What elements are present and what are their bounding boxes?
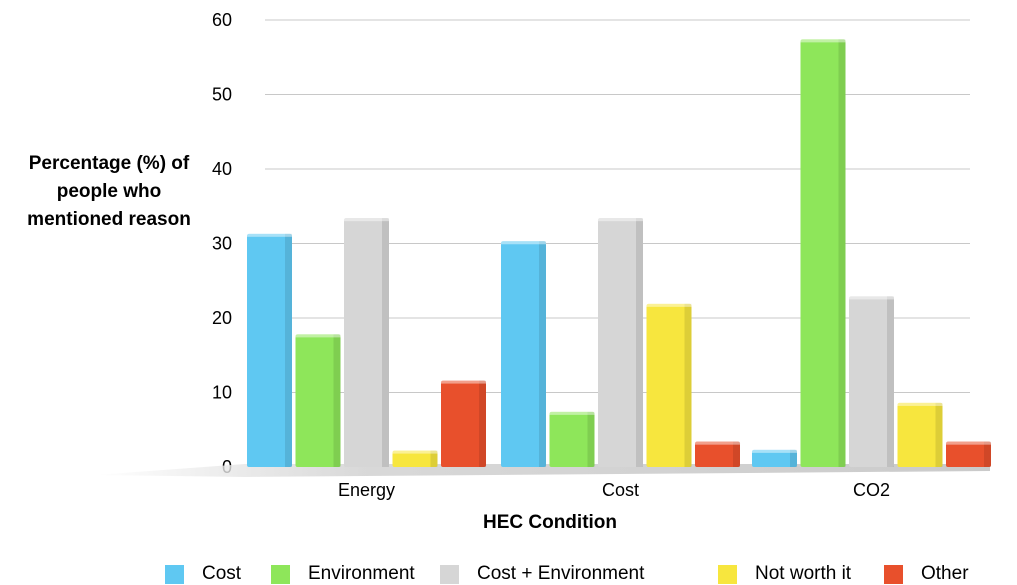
bar-co2-environment-highlight: [800, 39, 846, 43]
bar-energy-cost-highlight: [247, 233, 292, 237]
bar-cost-cost-highlight: [501, 241, 546, 245]
bar-cost-not-worth-it: [646, 303, 692, 467]
bar-co2-other-shade: [984, 441, 991, 467]
bar-cost-cost-environment: [598, 218, 643, 467]
y-tick-label: 10: [212, 383, 232, 403]
bar-energy-other: [441, 380, 486, 467]
bar-energy-other-highlight: [441, 380, 486, 384]
legend-item-not-worth-it: Not worth it: [718, 563, 851, 585]
bar-co2-cost-environment-highlight: [849, 296, 894, 300]
legend-swatch: [884, 564, 903, 584]
legend-swatch: [718, 564, 737, 584]
bar-co2-not-worth-it-shade: [935, 402, 943, 467]
legend-label: Cost: [202, 563, 242, 584]
legend-item-cost-environment: Cost + Environment: [440, 563, 644, 585]
x-tick-label-cost: Cost: [602, 480, 639, 500]
y-axis-label: Percentage (%) of people who mentioned r…: [27, 153, 191, 230]
bar-cost-cost-environment-highlight: [598, 218, 643, 222]
bar-energy-other-shade: [479, 380, 486, 467]
bar-cost-cost-environment-shade: [636, 218, 643, 467]
bars: [247, 39, 991, 468]
bar-energy-environment-shade: [333, 334, 341, 467]
bar-cost-environment: [549, 411, 595, 467]
bar-co2-cost: [752, 449, 797, 467]
x-axis-label: HEC Condition: [482, 512, 618, 533]
bar-co2-other-highlight: [946, 441, 991, 445]
y-axis-ticks: 0102030405060: [212, 10, 232, 477]
floor-shadow: [95, 464, 990, 477]
legend-swatch: [165, 564, 184, 584]
bar-cost-other-shade: [733, 441, 740, 467]
bar-co2-other: [946, 441, 991, 467]
bar-cost-not-worth-it-highlight: [646, 303, 692, 307]
bar-energy-not-worth-it: [392, 450, 438, 467]
legend-swatch: [271, 564, 290, 584]
y-tick-label: 20: [212, 308, 232, 328]
legend-item-other: Other: [884, 563, 969, 585]
chart-floor: [95, 464, 990, 477]
bar-co2-cost-environment: [849, 296, 894, 467]
y-tick-label: 30: [212, 234, 232, 254]
bar-co2-cost-highlight: [752, 449, 797, 453]
bar-co2-cost-shade: [790, 449, 797, 467]
legend-label: Other: [921, 563, 969, 584]
bar-co2-not-worth-it-highlight: [897, 402, 943, 406]
bar-cost-not-worth-it-shade: [684, 303, 692, 467]
bar-co2-environment: [800, 39, 846, 468]
x-tick-label-co2: CO2: [853, 480, 890, 500]
bar-energy-cost-environment: [344, 218, 389, 467]
bar-energy-environment: [295, 334, 341, 467]
bar-cost-other-highlight: [695, 441, 740, 445]
bar-energy-environment-highlight: [295, 334, 341, 338]
legend-label: Not worth it: [755, 563, 852, 584]
bar-cost-cost: [501, 241, 546, 467]
bar-energy-cost-environment-highlight: [344, 218, 389, 222]
bar-co2-not-worth-it: [897, 402, 943, 467]
bar-cost-environment-highlight: [549, 411, 595, 415]
legend-label: Cost + Environment: [477, 563, 645, 584]
bar-energy-not-worth-it-highlight: [392, 450, 438, 454]
bar-energy-not-worth-it-shade: [430, 450, 438, 467]
bar-energy-cost: [247, 233, 292, 467]
y-tick-label: 40: [212, 159, 232, 179]
bar-cost-environment-shade: [587, 411, 595, 467]
x-tick-label-energy: Energy: [338, 480, 395, 500]
legend-label: Environment: [308, 563, 415, 584]
bar-energy-cost-environment-shade: [382, 218, 389, 467]
bar-energy-cost-shade: [285, 233, 292, 467]
legend: Cost Environment Cost + Environment Not wor…: [0, 563, 1017, 585]
bar-cost-cost-shade: [539, 241, 546, 467]
bar-cost-other: [695, 441, 740, 467]
bar-co2-cost-environment-shade: [887, 296, 894, 467]
y-tick-label: 50: [212, 85, 232, 105]
x-axis-ticks: Energy Cost CO2: [338, 480, 890, 500]
legend-item-cost: Cost: [165, 563, 241, 585]
y-tick-label: 60: [212, 10, 232, 30]
legend-swatch: [440, 564, 459, 584]
bar-co2-environment-shade: [838, 39, 846, 468]
legend-item-environment: Environment: [271, 563, 415, 585]
